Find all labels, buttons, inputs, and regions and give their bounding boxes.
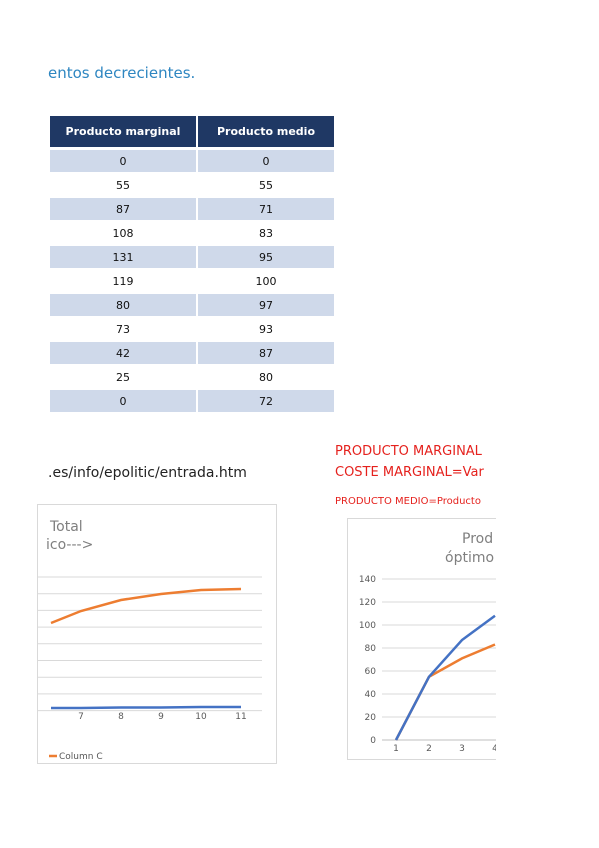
note-coste: COSTE MARGINAL=Var: [335, 465, 484, 480]
table-cell: 0: [198, 150, 334, 172]
y-tick-label: 60: [365, 667, 377, 677]
table-cell: 87: [50, 198, 196, 220]
x-tick-label: 8: [118, 712, 124, 722]
y-tick-label: 100: [359, 621, 376, 631]
table-cell: 119: [112, 274, 134, 288]
table-cell: 0: [50, 390, 196, 412]
chart2-title-line2: óptimo: [445, 550, 494, 566]
table-cell: 83: [259, 226, 273, 240]
note-marginal: PRODUCTO MARGINAL: [335, 444, 482, 459]
series-blue-line: [51, 705, 241, 710]
table-cell: 71: [198, 198, 334, 220]
table-cell: 97: [198, 294, 334, 316]
chart-title-line1: Total: [49, 519, 83, 535]
table-cell: 93: [259, 322, 273, 336]
table-cell: 108: [112, 226, 134, 240]
table-cell: 95: [198, 246, 334, 268]
table-header-marginal: Producto marginal: [50, 116, 196, 147]
table-cell: 131: [50, 246, 196, 268]
table-cell: 42: [50, 342, 196, 364]
series-orange-line: [50, 587, 242, 625]
x-tick-label: 4: [492, 744, 496, 754]
x-tick-label: 2: [426, 744, 432, 754]
y-tick-label: 0: [370, 736, 376, 746]
table-cell: 80: [50, 294, 196, 316]
chart-title-line2: ico--->: [46, 537, 93, 553]
table-cell: 0: [50, 150, 196, 172]
y-tick-label: 20: [365, 713, 377, 723]
x-tick-label: 11: [235, 712, 246, 722]
source-url: .es/info/epolitic/entrada.htm: [48, 465, 247, 481]
x-tick-label: 10: [195, 712, 207, 722]
table-cell: 72: [198, 390, 334, 412]
series-producto-marginal-line: [394, 614, 496, 741]
y-tick-label: 120: [359, 598, 376, 608]
chart2-title-line1: Prod: [462, 531, 493, 547]
chart-producto-plot: Prod óptimo 0 20 40 60 80 100 120 140 1 2 3 4: [359, 531, 496, 754]
x-tick-label: 1: [393, 744, 399, 754]
y-tick-label: 40: [365, 690, 377, 700]
table-cell: 25: [116, 370, 130, 384]
legend-label-column-c: Column C: [59, 752, 103, 762]
table-cell: 87: [198, 342, 334, 364]
x-tick-label: 7: [78, 712, 84, 722]
table-cell: 100: [255, 274, 277, 288]
y-tick-label: 140: [359, 575, 376, 585]
table-cell: [198, 414, 334, 436]
table-header-medio: Producto medio: [198, 116, 334, 147]
chart-total[interactable]: Total ico---> 7 8 9 10 11 Column C: [37, 504, 277, 764]
note-medio: PRODUCTO MEDIO=Producto: [335, 496, 481, 507]
x-tick-label: 9: [158, 712, 164, 722]
table-cell: 73: [116, 322, 130, 336]
table-cell: 80: [259, 370, 273, 384]
y-tick-label: 80: [365, 644, 377, 654]
table-cell: 55: [116, 178, 130, 192]
x-tick-label: 3: [459, 744, 465, 754]
chart-total-plot: Total ico---> 7 8 9 10 11 Column C: [38, 519, 262, 762]
table-cell: 55: [259, 178, 273, 192]
chart-producto[interactable]: Prod óptimo 0 20 40 60 80 100 120 140 1 2 3 4: [347, 518, 496, 760]
page-heading: entos decrecientes.: [48, 64, 196, 82]
